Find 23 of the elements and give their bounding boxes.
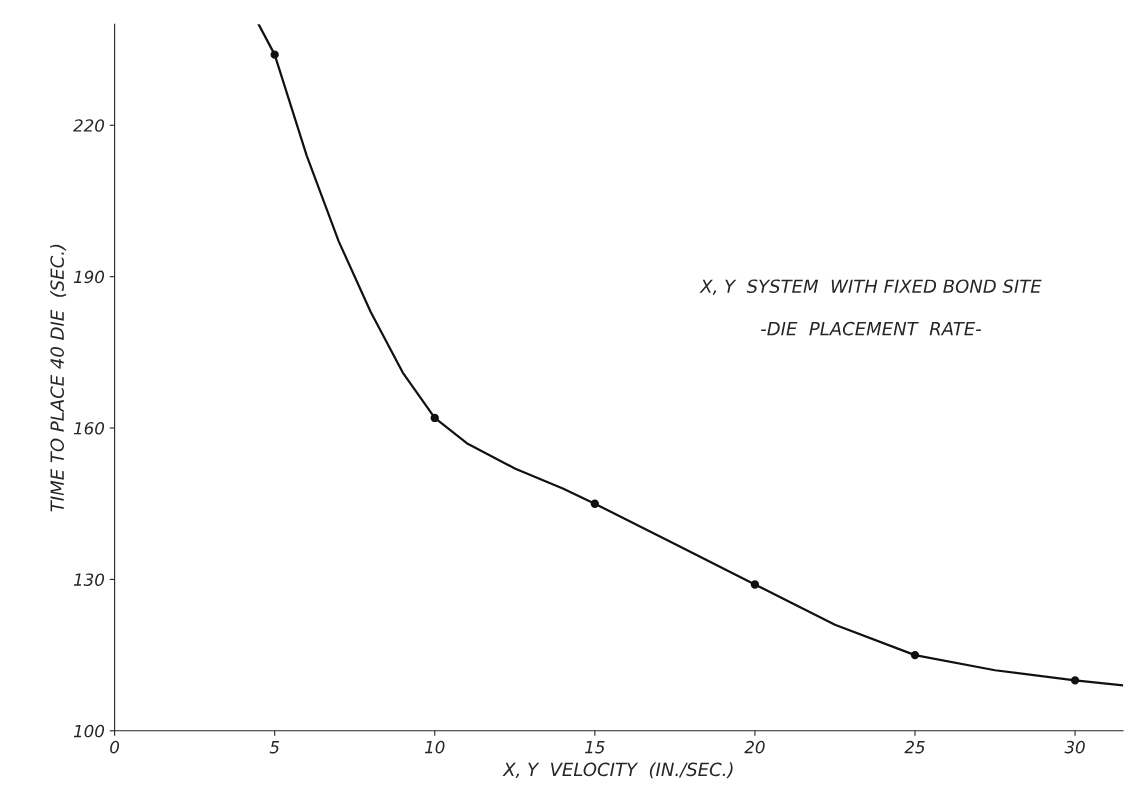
x-tick-label: 30 <box>1064 740 1085 754</box>
x-tick-label: 15 <box>585 741 605 754</box>
line-series <box>257 24 1124 687</box>
point <box>430 413 439 423</box>
point <box>750 580 760 589</box>
x-tick-label: 25 <box>904 740 925 754</box>
y-tick-label: 220 <box>73 119 105 132</box>
point <box>910 650 920 660</box>
y-tick-label: 130 <box>73 573 105 586</box>
x-tick-label: 0 <box>110 740 120 754</box>
y-tick-label: 190 <box>73 270 105 284</box>
annotation: X, Y SYSTEM WITH FIXED BOND SITE <box>699 279 1042 295</box>
point <box>590 499 599 508</box>
point <box>1070 676 1080 685</box>
x-tick-label: 10 <box>424 740 445 754</box>
y-axis-title: TIME TO PLACE 40 DIE (SEC.) <box>50 244 67 512</box>
x-tick-label: 20 <box>744 740 765 754</box>
x-axis-title: X, Y VELOCITY (IN./SEC.) <box>502 762 733 779</box>
x-tick-label: 5 <box>269 741 280 754</box>
y-tick-label: 160 <box>73 422 105 435</box>
annotation: -DIE PLACEMENT RATE- <box>761 321 982 336</box>
y-tick-label: 100 <box>73 724 105 738</box>
point <box>270 50 279 59</box>
